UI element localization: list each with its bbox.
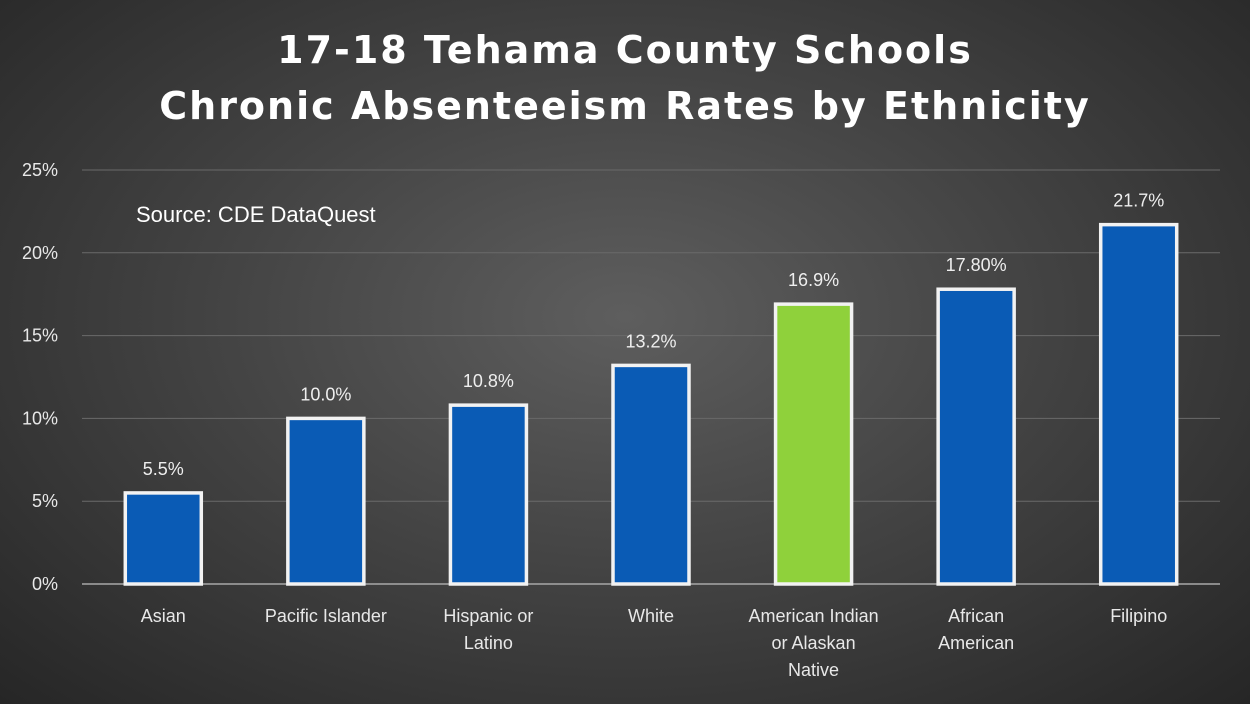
bar [286, 416, 366, 586]
x-tick-label: Asian [141, 606, 186, 626]
x-tick-label-line: Asian [141, 606, 186, 626]
data-labels: 5.5% 10.0% 10.8% 13.2% 16.9% 17.80% 21.7% [143, 191, 1164, 479]
x-tick-label-line: Filipino [1110, 606, 1167, 626]
x-tick-label-line: Native [788, 660, 839, 680]
y-tick-label: 20% [22, 243, 58, 263]
x-tick-label: African American [938, 606, 1014, 653]
data-label: 10.0% [300, 384, 351, 404]
y-tick-label: 25% [22, 160, 58, 180]
chart-title: 17-18 Tehama County Schools Chronic Abse… [0, 22, 1250, 134]
x-axis-ticks: Asian Pacific Islander Hispanic or Latino Wh… [141, 606, 1167, 680]
x-tick-label: Filipino [1110, 606, 1167, 626]
source-annotation: Source: CDE DataQuest [136, 202, 376, 227]
bar [448, 403, 529, 586]
data-label: 16.9% [788, 270, 839, 290]
y-tick-label: 5% [32, 491, 58, 511]
data-label: 5.5% [143, 459, 184, 479]
bar [773, 302, 854, 586]
y-tick-label: 10% [22, 408, 58, 428]
x-tick-label-line: American [938, 633, 1014, 653]
data-label: 17.80% [946, 255, 1007, 275]
x-tick-label-line: Pacific Islander [265, 606, 387, 626]
data-label: 21.7% [1113, 191, 1164, 211]
y-tick-label: 15% [22, 326, 58, 346]
x-tick-label-line: American Indian [749, 606, 879, 626]
data-label: 10.8% [463, 371, 514, 391]
x-tick-label-line: or Alaskan [772, 633, 856, 653]
x-tick-label: Hispanic or Latino [443, 606, 533, 653]
chart-title-line-2: Chronic Absenteeism Rates by Ethnicity [159, 84, 1091, 128]
bar [123, 491, 204, 586]
x-tick-label-line: African [948, 606, 1004, 626]
chart-title-line-1: 17-18 Tehama County Schools [277, 28, 973, 72]
bars [123, 222, 1179, 586]
x-tick-label-line: Hispanic or [443, 606, 533, 626]
bar [611, 363, 691, 586]
data-label: 13.2% [625, 331, 676, 351]
x-tick-label: American Indian or Alaskan Native [749, 606, 879, 680]
x-tick-label: White [628, 606, 674, 626]
x-tick-label-line: White [628, 606, 674, 626]
x-tick-label-line: Latino [464, 633, 513, 653]
x-tick-label: Pacific Islander [265, 606, 387, 626]
bar [1098, 222, 1179, 586]
bar [936, 287, 1016, 586]
y-axis-ticks: 0% 5% 10% 15% 20% 25% [22, 160, 58, 594]
y-tick-label: 0% [32, 574, 58, 594]
